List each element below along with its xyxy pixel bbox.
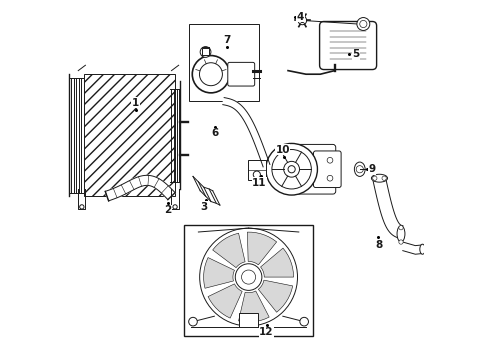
- Polygon shape: [204, 257, 235, 288]
- Text: 7: 7: [223, 35, 231, 45]
- Circle shape: [298, 16, 307, 25]
- Circle shape: [327, 175, 333, 181]
- Polygon shape: [223, 98, 270, 167]
- Ellipse shape: [371, 174, 388, 182]
- Circle shape: [189, 318, 197, 326]
- Polygon shape: [105, 175, 175, 201]
- Bar: [184, 225, 313, 336]
- Polygon shape: [373, 179, 403, 238]
- Circle shape: [360, 21, 367, 28]
- FancyBboxPatch shape: [228, 62, 255, 86]
- Circle shape: [199, 228, 297, 326]
- Circle shape: [300, 18, 304, 23]
- Polygon shape: [247, 232, 277, 265]
- Bar: [248, 160, 266, 180]
- Bar: [239, 313, 258, 327]
- Circle shape: [200, 46, 211, 57]
- Polygon shape: [213, 233, 245, 267]
- Circle shape: [373, 176, 377, 180]
- Circle shape: [399, 226, 403, 230]
- Ellipse shape: [420, 244, 425, 254]
- Circle shape: [284, 161, 299, 177]
- Text: 9: 9: [369, 164, 376, 174]
- Text: 11: 11: [252, 177, 267, 188]
- Circle shape: [192, 55, 230, 93]
- Circle shape: [199, 63, 222, 86]
- Text: 12: 12: [259, 327, 274, 337]
- Circle shape: [173, 205, 177, 209]
- Bar: [84, 74, 175, 196]
- Circle shape: [300, 318, 309, 326]
- Circle shape: [357, 18, 370, 31]
- Text: 6: 6: [211, 129, 218, 138]
- Bar: [190, 24, 259, 101]
- Text: 8: 8: [376, 239, 383, 249]
- FancyBboxPatch shape: [314, 151, 341, 188]
- Circle shape: [382, 176, 386, 180]
- Circle shape: [399, 240, 403, 244]
- Polygon shape: [258, 280, 293, 312]
- Text: 3: 3: [200, 202, 207, 212]
- Ellipse shape: [354, 162, 365, 176]
- Polygon shape: [239, 291, 269, 322]
- Text: 2: 2: [164, 206, 171, 216]
- FancyBboxPatch shape: [319, 22, 377, 69]
- Circle shape: [242, 270, 256, 284]
- Circle shape: [253, 171, 260, 178]
- Text: 5: 5: [352, 49, 360, 59]
- Circle shape: [327, 157, 333, 163]
- Polygon shape: [208, 284, 242, 318]
- Polygon shape: [261, 248, 294, 277]
- Circle shape: [272, 149, 311, 189]
- Text: 10: 10: [275, 144, 290, 154]
- Circle shape: [80, 205, 84, 209]
- Text: 1: 1: [132, 98, 139, 108]
- Circle shape: [356, 166, 364, 173]
- Polygon shape: [403, 242, 422, 254]
- Text: 4: 4: [297, 12, 304, 22]
- Circle shape: [235, 264, 262, 291]
- Circle shape: [288, 166, 295, 173]
- Circle shape: [266, 143, 318, 195]
- Ellipse shape: [397, 226, 405, 242]
- FancyBboxPatch shape: [287, 144, 336, 194]
